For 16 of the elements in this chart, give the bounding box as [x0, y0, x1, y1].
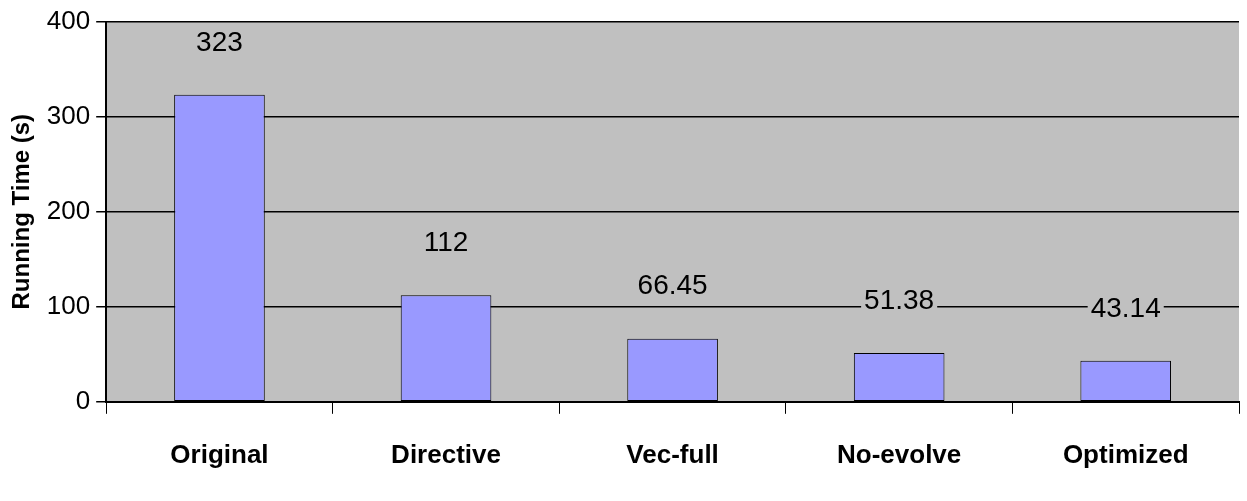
data-label: 66.45: [637, 269, 708, 301]
y-tick-label: 0: [75, 384, 91, 415]
y-tick-label: 300: [46, 99, 91, 130]
x-tick-label: Directive: [391, 438, 501, 469]
x-tick-label: Optimized: [1062, 438, 1189, 469]
data-label: 323: [196, 25, 243, 57]
data-label: 112: [423, 226, 469, 258]
x-tick-label: Vec-full: [626, 438, 719, 469]
x-tick-label: Original: [170, 438, 269, 469]
y-tick-label: 200: [46, 194, 91, 225]
y-tick-label: 100: [46, 289, 91, 320]
data-label: 43.14: [1090, 291, 1161, 323]
y-axis-title: Running Time (s): [7, 113, 35, 310]
x-tick-label: No-evolve: [837, 438, 962, 469]
data-label: 51.38: [864, 283, 935, 315]
y-tick-label: 400: [46, 4, 91, 35]
